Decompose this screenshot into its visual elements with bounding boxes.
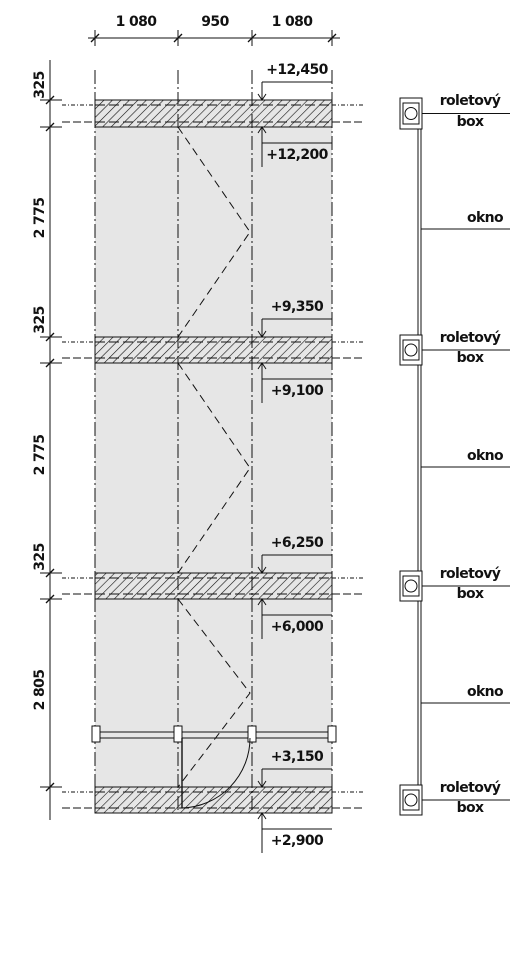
roller (404, 107, 418, 120)
level-arrow (257, 126, 267, 134)
roller (404, 343, 418, 357)
level-label: +6,250 (271, 535, 324, 551)
level-arrow (257, 812, 267, 820)
level-label: +12,450 (266, 62, 328, 78)
level-label: +2,900 (271, 833, 324, 849)
plan-post (173, 725, 183, 743)
window-label: okno (467, 210, 504, 226)
plan-post (247, 725, 257, 743)
roller-box-label: roletový (440, 780, 501, 796)
opening-symbol (177, 598, 251, 788)
roller-box-inner (402, 789, 420, 811)
level-label: +9,100 (271, 383, 324, 399)
dimension-label: 325 (32, 71, 48, 98)
roller (404, 579, 418, 593)
plan-post (327, 725, 337, 743)
roller-box-label: roletový (440, 566, 501, 582)
dimension-label: 2 775 (32, 435, 48, 476)
roller-box-inner (402, 575, 420, 597)
dimension-label: 950 (201, 14, 229, 30)
level-label: +9,350 (271, 299, 324, 315)
level-label: +6,000 (271, 619, 324, 635)
roller-box-label: box (457, 800, 484, 816)
facade-fill (95, 100, 332, 813)
dimension-label: 2 775 (32, 198, 48, 239)
roller-box-label: box (457, 586, 484, 602)
opening-symbol (177, 362, 251, 574)
window-label: okno (467, 684, 504, 700)
door-swing (181, 737, 251, 809)
roller-box-label: box (457, 350, 484, 366)
roller-box-inner (402, 102, 420, 125)
level-arrow (257, 93, 267, 101)
level-arrow (257, 598, 267, 606)
dimension-label: 1 080 (116, 14, 158, 30)
dimension-label: 325 (32, 306, 48, 333)
dimension-label: 1 080 (272, 14, 314, 30)
level-arrow (257, 780, 267, 788)
roller-box-label: box (457, 114, 484, 130)
slab (94, 336, 333, 364)
opening-symbol (177, 126, 251, 338)
plan-post (91, 725, 101, 743)
level-label: +3,150 (271, 749, 324, 765)
roller (404, 793, 418, 807)
roller-box-label: roletový (440, 330, 501, 346)
level-arrow (257, 362, 267, 370)
window-label: okno (467, 448, 504, 464)
dimension-label: 325 (32, 543, 48, 570)
slab (94, 572, 333, 600)
level-label: +12,200 (266, 147, 328, 163)
dimension-label: 2 805 (32, 670, 48, 711)
level-arrow (257, 330, 267, 338)
roller-box-inner (402, 339, 420, 361)
roller-box-label: roletový (440, 93, 501, 109)
level-arrow (257, 566, 267, 574)
